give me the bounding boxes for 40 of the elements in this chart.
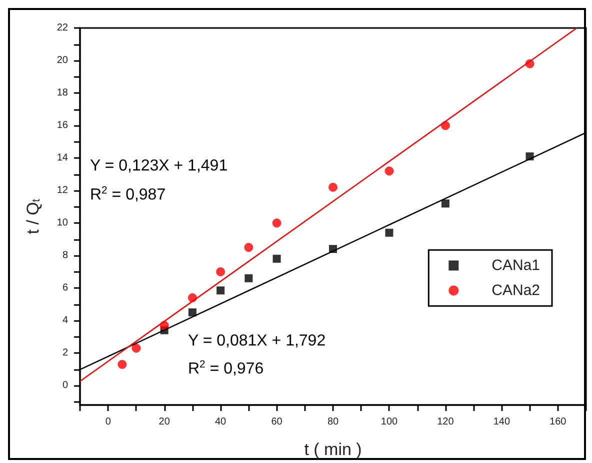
point bbox=[272, 254, 281, 263]
y-tick-label: 2 bbox=[62, 348, 68, 358]
y-axis-title: t / Qt bbox=[24, 198, 43, 234]
point bbox=[244, 274, 253, 282]
point bbox=[216, 286, 225, 294]
point bbox=[384, 166, 394, 176]
point bbox=[216, 267, 226, 276]
y-tick-label: 8 bbox=[62, 250, 68, 261]
y-tick-label: 20 bbox=[56, 55, 68, 66]
point bbox=[385, 228, 394, 237]
y-tick-label: 4 bbox=[62, 315, 68, 326]
point bbox=[441, 200, 450, 208]
point bbox=[328, 182, 338, 192]
legend-label: CANa2 bbox=[492, 282, 540, 299]
y-tick-label: 14 bbox=[56, 152, 68, 164]
y-tick-label: 12 bbox=[56, 185, 68, 196]
y-tick-label: 18 bbox=[56, 88, 68, 98]
x-tick-label: 60 bbox=[271, 416, 283, 428]
point bbox=[188, 308, 196, 316]
y-tick-label: 0 bbox=[62, 380, 68, 391]
y-tick-label: 16 bbox=[56, 120, 68, 131]
annotation: Y = 0,081X + 1,792 bbox=[188, 332, 326, 350]
x-tick-label: 140 bbox=[493, 416, 510, 428]
x-tick-label: 0 bbox=[105, 416, 112, 428]
point bbox=[244, 242, 254, 252]
x-tick-label: 80 bbox=[327, 416, 339, 428]
legend-label: CANa1 bbox=[492, 257, 540, 274]
y-tick-label: 6 bbox=[62, 282, 68, 294]
x-axis-title: t ( min ) bbox=[304, 440, 362, 459]
annotation: Y = 0,123X + 1,491 bbox=[90, 158, 228, 174]
point bbox=[272, 218, 282, 228]
x-tick-label: 40 bbox=[214, 416, 227, 428]
y-tick-label: 22 bbox=[56, 22, 68, 34]
x-tick-label: 120 bbox=[437, 416, 454, 428]
point bbox=[118, 360, 127, 369]
y-tick-label: 10 bbox=[56, 218, 68, 228]
x-tick-label: 20 bbox=[158, 416, 170, 428]
x-tick-label: 100 bbox=[380, 416, 398, 428]
x-tick-label: 160 bbox=[550, 416, 567, 428]
point bbox=[132, 344, 141, 353]
